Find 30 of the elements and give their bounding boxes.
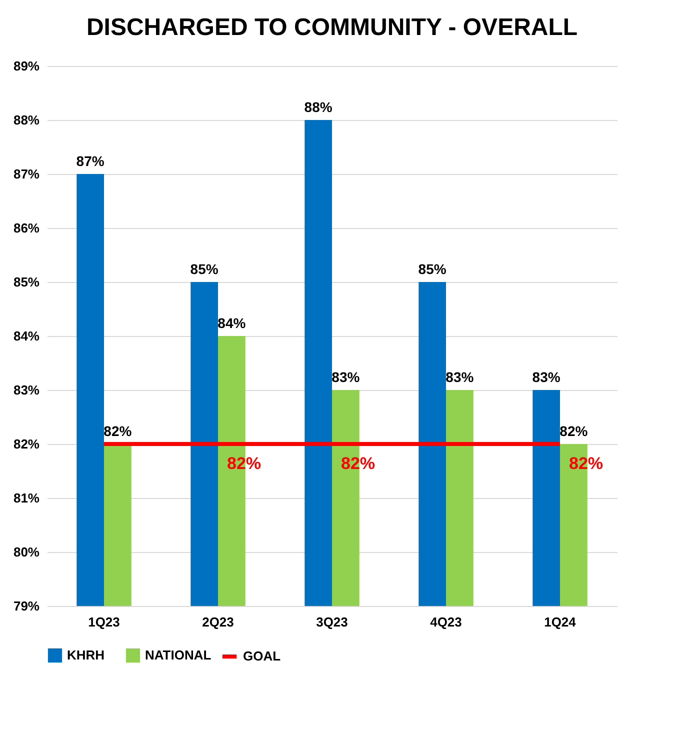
y-tick-label: 80% <box>13 544 40 560</box>
y-tick-label: 85% <box>13 274 40 290</box>
legend-label: NATIONAL <box>145 647 212 662</box>
x-tick-label: 1Q24 <box>544 614 577 630</box>
y-tick-label: 89% <box>13 58 40 74</box>
x-tick-label: 4Q23 <box>430 614 462 630</box>
data-label: 85% <box>190 261 219 277</box>
chart-title: DISCHARGED TO COMMUNITY - OVERALL <box>86 14 578 41</box>
data-label: 85% <box>418 261 447 277</box>
legend-label: KHRH <box>67 647 105 662</box>
y-tick-label: 88% <box>13 112 40 128</box>
y-tick-label: 82% <box>13 436 40 452</box>
data-label: 84% <box>218 315 246 331</box>
y-tick-label: 83% <box>13 382 40 398</box>
x-tick-label: 1Q23 <box>88 614 120 630</box>
data-label: 83% <box>446 369 474 385</box>
x-tick-label: 2Q23 <box>202 614 234 630</box>
data-label: 88% <box>304 99 333 115</box>
data-label: 83% <box>332 369 360 385</box>
y-tick-label: 86% <box>13 220 40 236</box>
data-label: 82% <box>560 423 588 439</box>
data-label: 83% <box>532 369 561 385</box>
legend-label: GOAL <box>243 648 281 664</box>
y-tick-label: 87% <box>13 166 40 182</box>
y-tick-label: 84% <box>13 328 40 344</box>
y-tick-label: 81% <box>13 490 40 506</box>
data-label: 87% <box>76 153 105 169</box>
data-label: 82% <box>104 423 132 439</box>
x-tick-label: 3Q23 <box>316 614 348 630</box>
y-tick-label: 79% <box>13 598 40 614</box>
